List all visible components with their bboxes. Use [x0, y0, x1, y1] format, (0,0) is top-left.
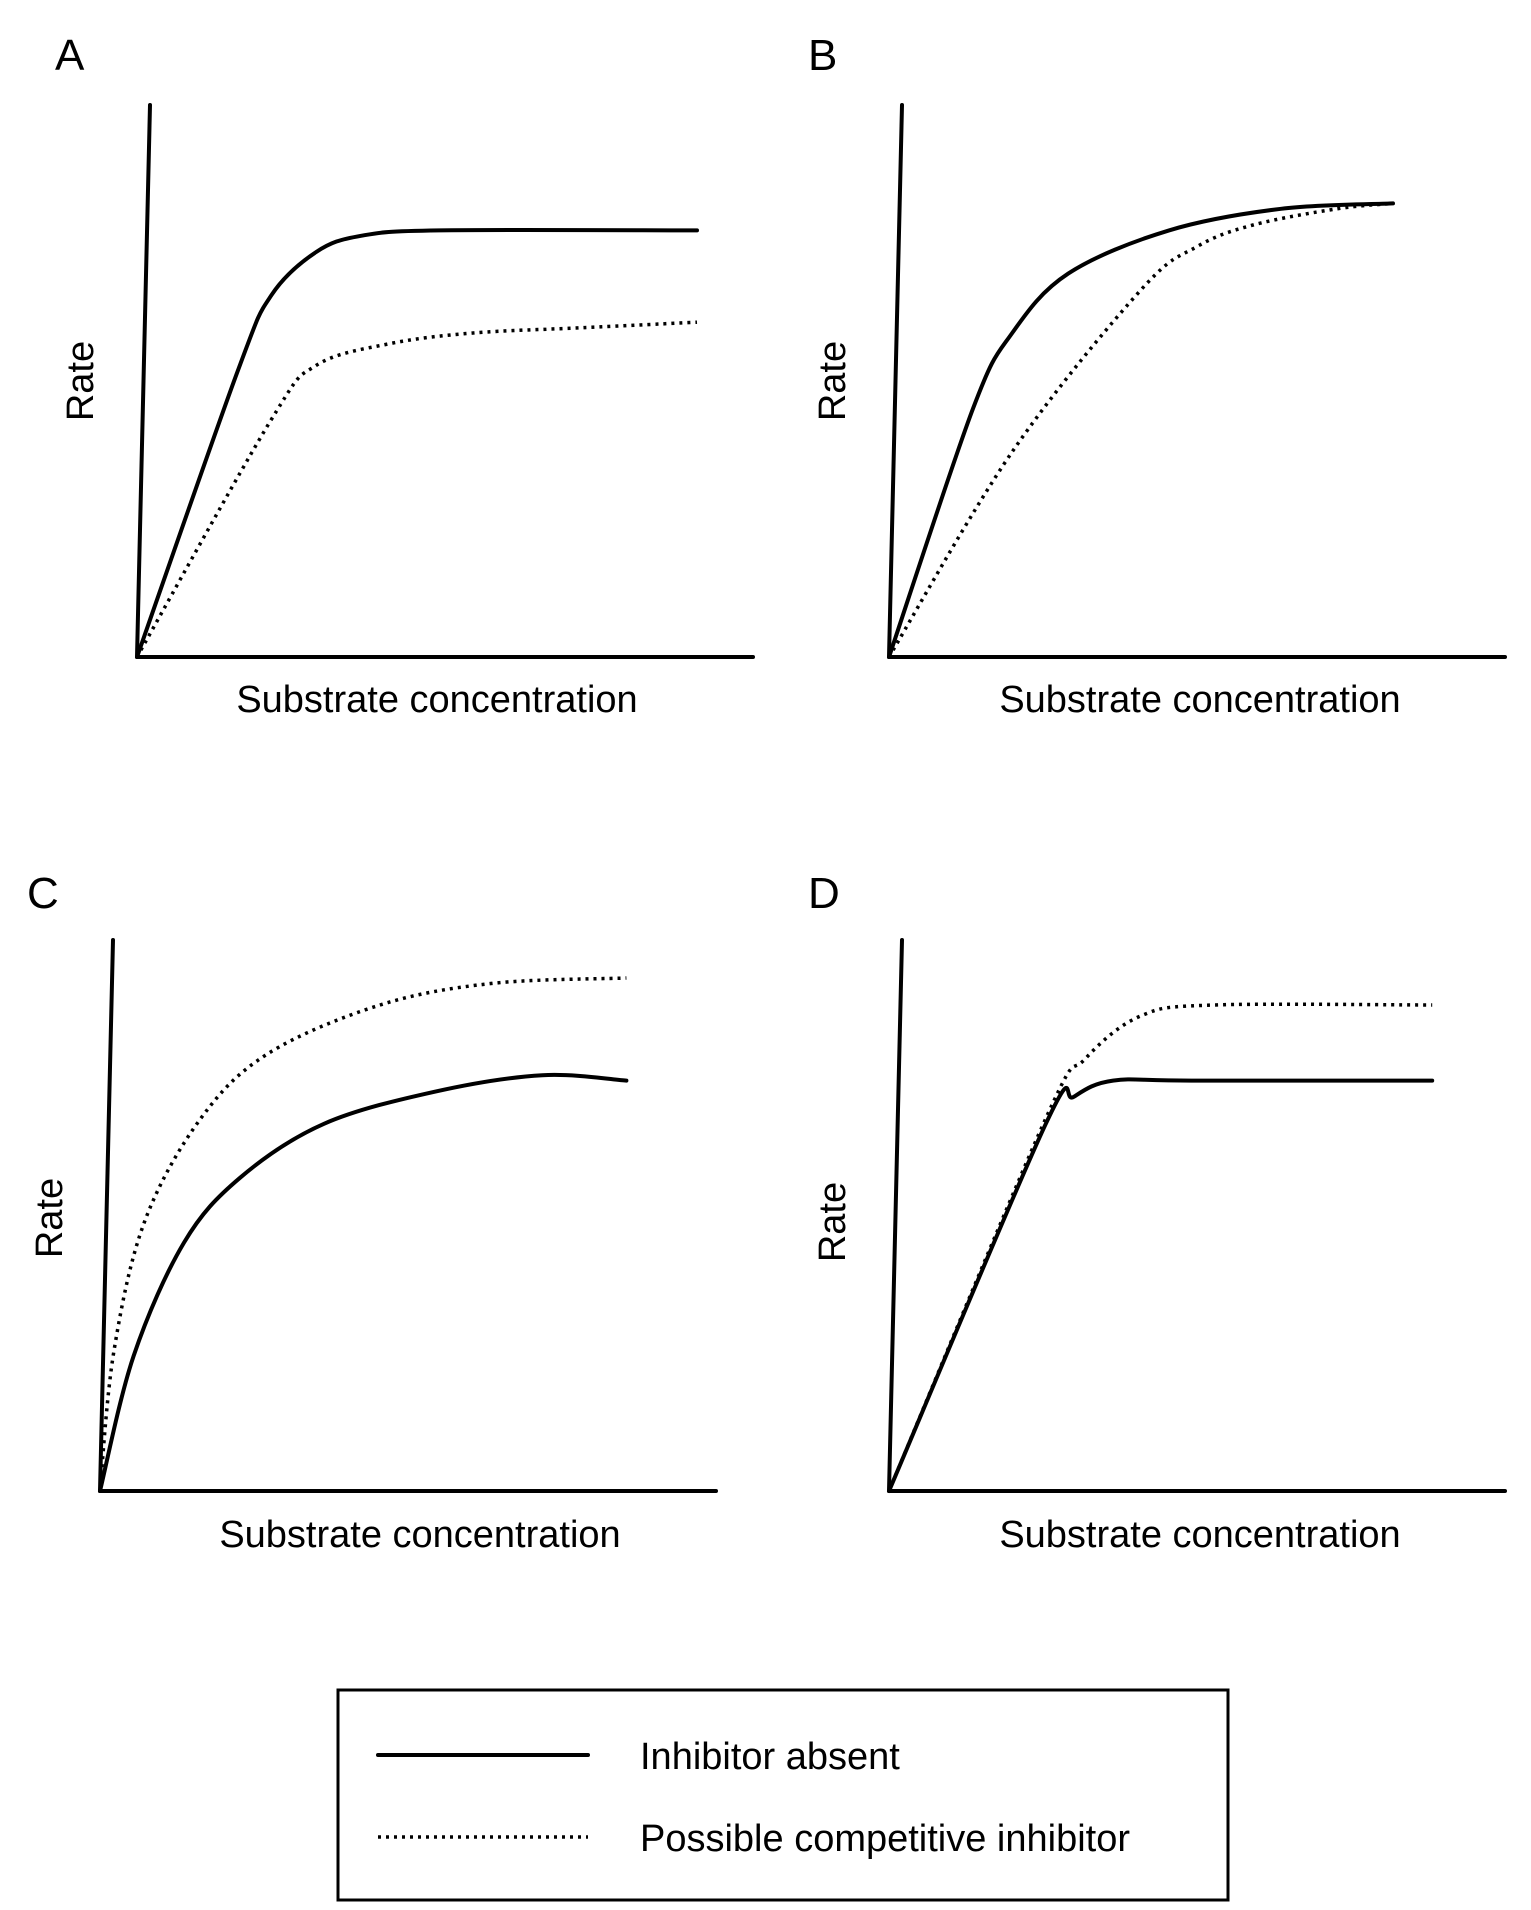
panel-c-y-axis: [98, 938, 115, 1493]
panel-b: B Rate Substrate concentration: [808, 31, 1507, 721]
panel-c-label: C: [27, 869, 59, 918]
panel-c: C Rate Substrate concentration: [27, 869, 718, 1556]
panel-b-x-label: Substrate concentration: [999, 679, 1400, 721]
panel-d-y-axis: [887, 938, 904, 1493]
panel-a-competitive-inhibitor-curve: [135, 320, 698, 658]
panel-c-inhibitor-absent-curve: [98, 1072, 629, 1493]
panel-a-y-label: Rate: [60, 341, 102, 421]
panel-d-label: D: [808, 869, 840, 918]
panel-d-x-label: Substrate concentration: [999, 1514, 1400, 1556]
panel-a-y-axis: [135, 103, 152, 659]
panel-b-label: B: [808, 31, 837, 80]
panel-d-competitive-inhibitor-curve: [887, 1002, 1433, 1492]
panel-a: A Rate Substrate concentration: [55, 31, 755, 721]
panel-b-y-axis: [887, 103, 904, 659]
panel-a-inhibitor-absent-curve: [135, 228, 699, 659]
legend-box: [336, 1688, 1230, 1902]
panel-b-y-label: Rate: [812, 341, 854, 421]
panel-d-series: [887, 1002, 1435, 1493]
panel-d: D Rate Substrate concentration: [808, 869, 1507, 1556]
panel-c-y-label: Rate: [29, 1178, 71, 1258]
legend: Inhibitor absent Possible competitive in…: [336, 1688, 1230, 1902]
panel-c-series: [98, 976, 629, 1493]
panel-c-competitive-inhibitor-curve: [98, 976, 627, 1492]
panel-a-label: A: [55, 31, 85, 80]
panel-d-inhibitor-absent-curve: [887, 1077, 1435, 1493]
panel-b-competitive-inhibitor-curve: [887, 201, 1394, 658]
panel-a-x-label: Substrate concentration: [236, 679, 637, 721]
panel-a-series: [135, 228, 699, 659]
panel-d-y-label: Rate: [812, 1182, 854, 1262]
panel-b-series: [887, 201, 1395, 659]
legend-label-inhibitor-absent: Inhibitor absent: [640, 1736, 900, 1778]
panel-c-x-label: Substrate concentration: [219, 1514, 620, 1556]
panel-b-inhibitor-absent-curve: [887, 201, 1395, 659]
legend-label-competitive-inhibitor: Possible competitive inhibitor: [640, 1818, 1130, 1860]
